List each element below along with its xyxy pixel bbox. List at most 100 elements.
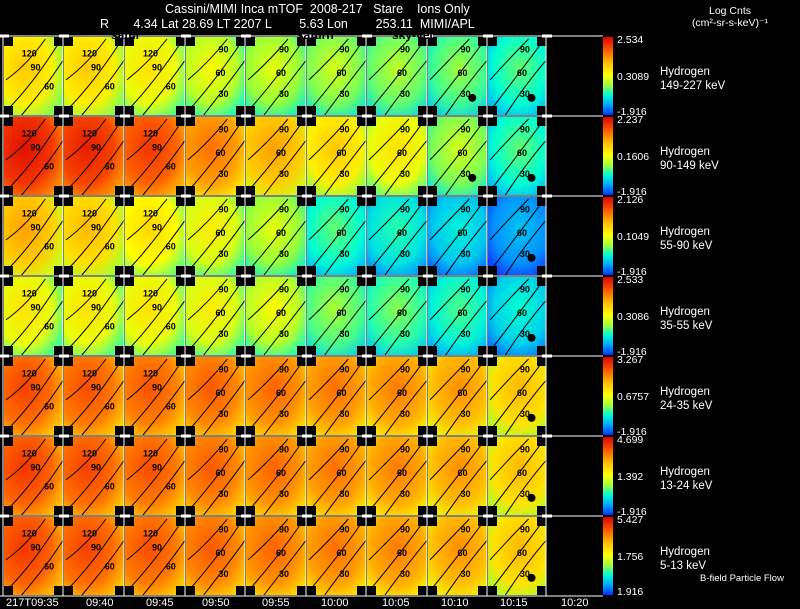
image-cell: 90 60 30: [246, 117, 307, 196]
field-line: [247, 198, 289, 241]
contour-label: 90: [339, 45, 349, 55]
corner-mask: [236, 506, 245, 515]
field-line: [65, 278, 107, 321]
field-line: [65, 358, 107, 401]
field-line: [5, 438, 46, 481]
corner-mask: [297, 117, 306, 126]
image-cell: 90 60 30: [246, 197, 307, 276]
contour-label: 60: [166, 161, 176, 171]
corner-mask: [307, 266, 316, 275]
field-line: [187, 438, 228, 481]
field-line: [368, 200, 425, 272]
corner-mask: [54, 37, 63, 46]
corner-mask: [54, 277, 63, 286]
field-line: [308, 438, 349, 481]
contour-label: 60: [166, 401, 176, 411]
corner-mask: [488, 106, 497, 115]
field-line: [429, 358, 470, 401]
corner-mask: [186, 186, 195, 195]
time-label: 10:10: [441, 597, 469, 609]
field-line: [489, 38, 529, 81]
image-cell: 90 60 30: [488, 37, 547, 116]
contour-label: 90: [31, 543, 41, 553]
contour-label: 30: [520, 329, 530, 339]
contour-label: 30: [460, 249, 470, 259]
contour-label: 120: [82, 129, 97, 139]
contour-label: 90: [218, 205, 228, 215]
contour-label: 90: [218, 285, 228, 295]
colorbar-cmax-label: 2.533: [617, 274, 644, 286]
field-line: [81, 60, 125, 116]
contour-label: 60: [397, 308, 407, 318]
corner-mask: [478, 277, 487, 286]
image-cell: 90 60 30: [488, 517, 547, 596]
field-line: [247, 518, 289, 561]
contour-label: 90: [279, 365, 289, 375]
corner-mask: [54, 197, 63, 206]
corner-mask: [236, 357, 245, 366]
contour-label: 90: [279, 525, 289, 535]
corner-mask: [125, 106, 134, 115]
corner-mask: [54, 266, 63, 275]
image-cell: 90 60 30: [428, 277, 488, 356]
corner-mask: [537, 346, 546, 355]
energy-row-label: Hydrogen 5-13 keV: [660, 545, 710, 573]
contour-label: 90: [91, 223, 101, 233]
corner-mask: [64, 346, 73, 355]
corner-mask: [125, 266, 134, 275]
field-line: [489, 520, 544, 592]
contour-label: 60: [517, 468, 527, 478]
corner-mask: [357, 277, 366, 286]
field-line: [504, 460, 547, 516]
corner-mask: [418, 346, 427, 355]
contour-label: 30: [339, 89, 349, 99]
field-line: [247, 280, 304, 352]
image-cell: 90 60 30: [186, 117, 246, 196]
corner-mask: [4, 277, 13, 286]
corner-mask: [246, 357, 255, 366]
field-line: [308, 280, 364, 352]
corner-mask: [115, 437, 124, 446]
contour-label: 90: [520, 365, 530, 375]
colorbar-cmax-label: 4.699: [617, 434, 644, 446]
corner-mask: [176, 437, 185, 446]
field-line: [142, 60, 186, 116]
image-cell: 90 60 30: [186, 277, 246, 356]
contour-label: 60: [105, 481, 115, 491]
field-line: [429, 40, 485, 112]
corner-mask: [537, 266, 546, 275]
overlay-label-satur: satur: [111, 28, 141, 42]
corner-mask: [428, 506, 437, 515]
field-line: [126, 38, 168, 81]
contour-label: 90: [152, 383, 162, 393]
image-cell: 90 60 30: [428, 437, 488, 516]
contour-label: 30: [520, 489, 530, 499]
field-line: [21, 60, 64, 116]
contour-label: 120: [82, 49, 97, 59]
corner-mask: [537, 437, 546, 446]
contour-label: 90: [31, 463, 41, 473]
image-cell: 90 60 30: [246, 357, 307, 436]
contour-label: 90: [339, 125, 349, 135]
contour-label: 30: [400, 329, 410, 339]
corner-mask: [186, 197, 195, 206]
corner-mask: [236, 117, 245, 126]
field-line: [384, 60, 428, 116]
corner-mask: [488, 437, 497, 446]
contour-label: 30: [520, 89, 530, 99]
corner-mask: [357, 117, 366, 126]
contour-label: 60: [166, 481, 176, 491]
contour-label: 60: [337, 68, 347, 78]
corner-mask: [488, 346, 497, 355]
field-line: [445, 300, 488, 356]
contour-label: 60: [44, 561, 54, 571]
corner-mask: [478, 437, 487, 446]
units-label: Log Cnts (cm²-sr-s-keV)⁻¹: [660, 5, 800, 29]
corner-mask: [367, 517, 376, 526]
corner-mask: [418, 586, 427, 595]
contour-label: 120: [143, 209, 158, 219]
contour-label: 90: [218, 45, 228, 55]
corner-mask: [115, 426, 124, 435]
